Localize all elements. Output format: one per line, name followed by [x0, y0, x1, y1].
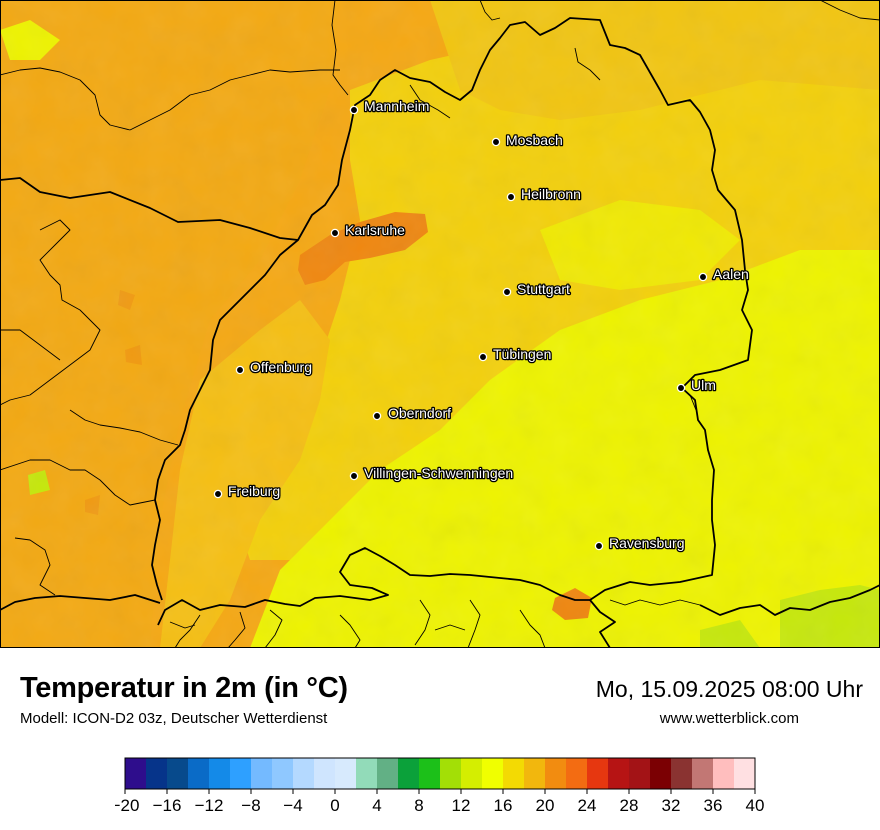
scale-tick-label: 20 [536, 796, 555, 815]
city-label-offenburg: Offenburg [250, 359, 312, 375]
scale-tick-label: −12 [195, 796, 224, 815]
scale-swatch [377, 758, 399, 789]
city-label-oberndorf: Oberndorf [388, 405, 451, 421]
city-heilbronn[interactable]: Heilbronn [506, 185, 582, 203]
city-label-villingen-schwenningen: Villingen-Schwenningen [364, 465, 513, 481]
city-freiburg[interactable]: Freiburg [213, 482, 281, 500]
scale-tick-label: 32 [662, 796, 681, 815]
scale-swatch [125, 758, 147, 789]
city-ravensburg[interactable]: Ravensburg [594, 534, 686, 552]
city-offenburg[interactable]: Offenburg [235, 358, 313, 376]
city-markers: Mannheim Mosbach Heilbronn Karlsruhe Aal… [213, 97, 750, 552]
scale-swatch [209, 758, 231, 789]
city-label-mosbach: Mosbach [506, 132, 563, 148]
scale-swatch [671, 758, 693, 789]
city-label-ulm: Ulm [691, 377, 716, 393]
city-mannheim[interactable]: Mannheim [349, 97, 431, 115]
scale-swatch [335, 758, 357, 789]
color-scale-legend: −20 −16 −12 −8 −4 0 4 8 12 16 20 24 28 32 36 40 [115, 757, 764, 815]
city-mosbach[interactable]: Mosbach [491, 131, 564, 149]
forecast-datetime: Mo, 15.09.2025 08:00 Uhr [595, 676, 863, 702]
scale-swatch [650, 758, 672, 789]
scale-swatch [734, 758, 756, 789]
borders [0, 0, 880, 648]
city-aalen[interactable]: Aalen [698, 265, 750, 283]
city-label-ravensburg: Ravensburg [609, 535, 685, 551]
austria-border-2 [699, 584, 880, 616]
color-scale-ticks: −20 −16 −12 −8 −4 0 4 8 12 16 20 24 28 32 36 40 [115, 789, 764, 815]
swiss-border [0, 594, 161, 611]
scale-swatch [419, 758, 441, 789]
temperature-map[interactable]: Mannheim Mosbach Heilbronn Karlsruhe Aal… [0, 0, 880, 648]
city-label-heilbronn: Heilbronn [521, 186, 581, 202]
city-oberndorf[interactable]: Oberndorf [372, 404, 452, 422]
scale-swatch [608, 758, 630, 789]
scale-swatch [398, 758, 420, 789]
scale-swatch [461, 758, 483, 789]
city-tuebingen[interactable]: Tübingen [478, 345, 553, 363]
city-stuttgart[interactable]: Stuttgart [502, 280, 571, 298]
scale-tick-label: 12 [452, 796, 471, 815]
scale-swatch [293, 758, 315, 789]
scale-swatch [524, 758, 546, 789]
city-label-freiburg: Freiburg [228, 483, 280, 499]
city-label-karlsruhe: Karlsruhe [345, 222, 405, 238]
city-karlsruhe[interactable]: Karlsruhe [330, 221, 406, 239]
scale-tick-label: 16 [494, 796, 513, 815]
scale-swatch [188, 758, 210, 789]
scale-tick-label: 36 [704, 796, 723, 815]
map-title: Temperatur in 2m (in °C) [20, 672, 348, 704]
scale-tick-label: −4 [283, 796, 302, 815]
scale-swatch [167, 758, 189, 789]
scale-swatch [440, 758, 462, 789]
austria-border [589, 599, 616, 648]
website-link[interactable]: www.wetterblick.com [659, 710, 799, 727]
city-label-aalen: Aalen [713, 266, 749, 282]
scale-tick-label: 0 [330, 796, 339, 815]
map-texture [0, 0, 880, 648]
city-ulm[interactable]: Ulm [676, 376, 717, 394]
scale-swatch [587, 758, 609, 789]
scale-swatch [251, 758, 273, 789]
scale-swatch [545, 758, 567, 789]
france-border [151, 239, 299, 601]
scale-swatch [503, 758, 525, 789]
footer: Temperatur in 2m (in °C) Modell: ICON-D2… [0, 648, 880, 830]
scale-swatch [692, 758, 714, 789]
scale-swatch [482, 758, 504, 789]
scale-tick-label: −16 [153, 796, 182, 815]
color-scale-swatches [124, 757, 756, 790]
scale-swatch [230, 758, 252, 789]
scale-frame [124, 757, 756, 790]
state-border [0, 17, 753, 626]
scale-tick-label: 28 [620, 796, 639, 815]
scale-tick-label: 40 [746, 796, 765, 815]
scale-tick-label: −8 [241, 796, 260, 815]
scale-swatch [356, 758, 378, 789]
scale-swatch [314, 758, 336, 789]
city-label-mannheim: Mannheim [364, 98, 429, 114]
scale-tick-label: 4 [372, 796, 381, 815]
city-label-tuebingen: Tübingen [493, 346, 551, 362]
scale-swatch [146, 758, 168, 789]
scale-swatch [272, 758, 294, 789]
scale-swatch [629, 758, 651, 789]
city-label-stuttgart: Stuttgart [517, 281, 570, 297]
scale-tick-label: −20 [115, 796, 139, 815]
scale-tick-label: 8 [414, 796, 423, 815]
scale-swatch [713, 758, 735, 789]
scale-tick-label: 24 [578, 796, 597, 815]
model-info: Modell: ICON-D2 03z, Deutscher Wetterdie… [20, 710, 328, 727]
scale-swatch [566, 758, 588, 789]
city-villingen-schwenningen[interactable]: Villingen-Schwenningen [349, 464, 514, 482]
